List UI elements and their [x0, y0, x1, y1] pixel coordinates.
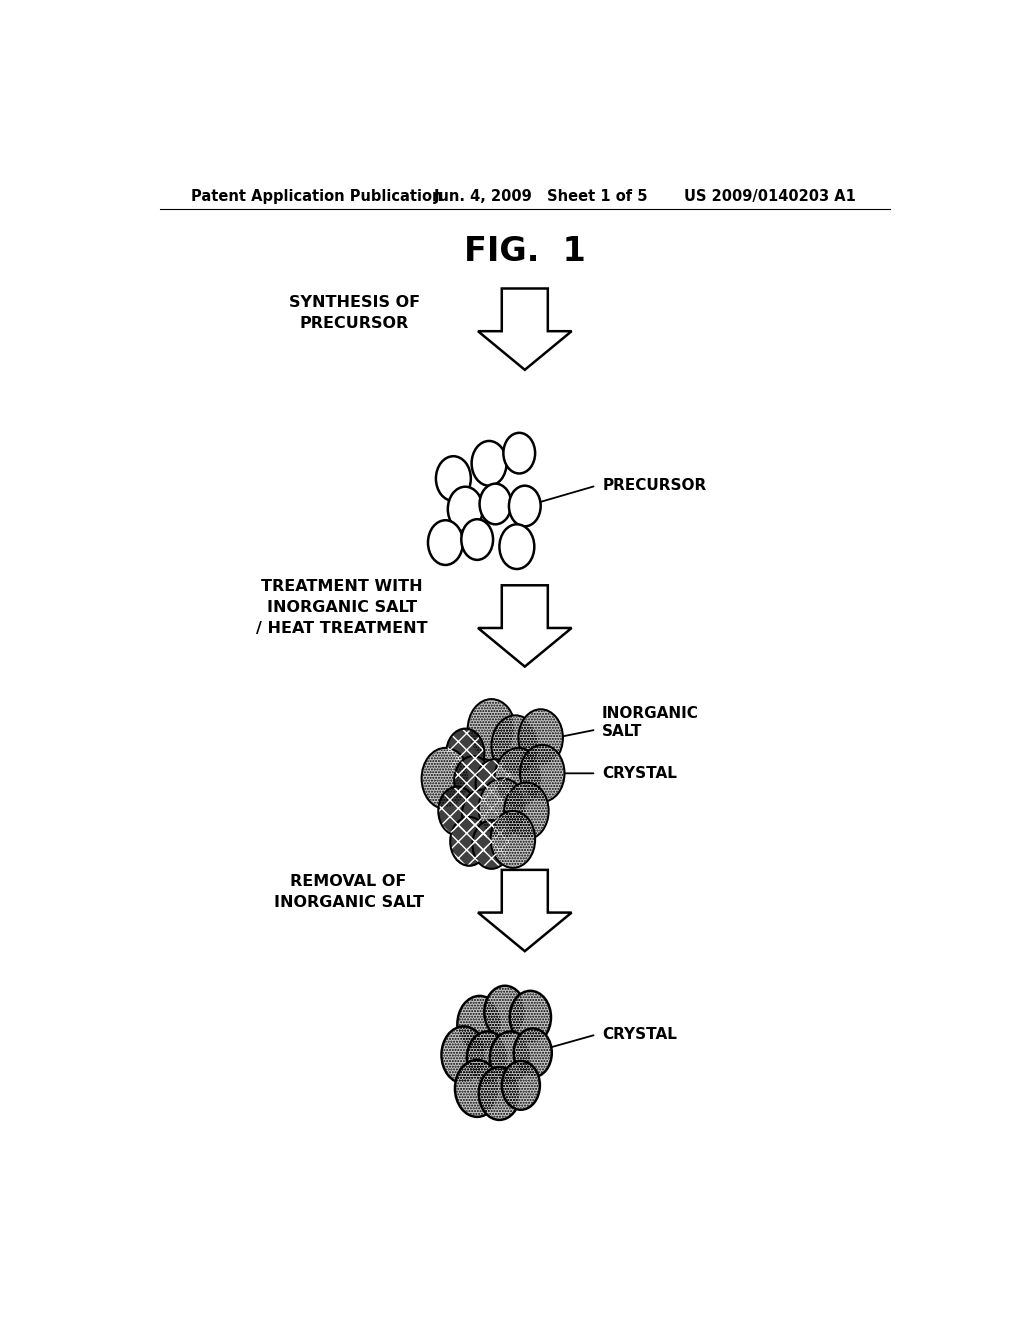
Text: Jun. 4, 2009   Sheet 1 of 5: Jun. 4, 2009 Sheet 1 of 5 [433, 189, 648, 203]
Circle shape [492, 715, 539, 776]
Circle shape [455, 756, 493, 805]
Circle shape [489, 1031, 531, 1084]
Text: FIG.  1: FIG. 1 [464, 235, 586, 268]
Circle shape [500, 524, 535, 569]
Circle shape [479, 483, 511, 524]
Text: REMOVAL OF
INORGANIC SALT: REMOVAL OF INORGANIC SALT [273, 874, 424, 911]
Circle shape [468, 700, 515, 760]
Circle shape [461, 519, 494, 560]
Text: TREATMENT WITH
INORGANIC SALT
/ HEAT TREATMENT: TREATMENT WITH INORGANIC SALT / HEAT TRE… [256, 579, 428, 636]
Polygon shape [478, 585, 571, 667]
Circle shape [514, 1028, 552, 1077]
Circle shape [462, 789, 500, 838]
Circle shape [472, 820, 511, 869]
Circle shape [467, 1031, 508, 1084]
Circle shape [455, 1060, 500, 1117]
Text: PRECURSOR: PRECURSOR [602, 478, 707, 494]
Text: Patent Application Publication: Patent Application Publication [191, 189, 443, 203]
Circle shape [518, 709, 563, 766]
Circle shape [447, 487, 482, 532]
Circle shape [495, 748, 543, 809]
Text: US 2009/0140203 A1: US 2009/0140203 A1 [684, 189, 855, 203]
Circle shape [509, 486, 541, 527]
Circle shape [458, 995, 502, 1053]
Circle shape [441, 1027, 486, 1084]
Circle shape [446, 729, 484, 777]
Circle shape [422, 748, 469, 809]
Text: INORGANIC
SALT: INORGANIC SALT [602, 706, 698, 739]
Circle shape [451, 817, 488, 866]
Circle shape [510, 991, 551, 1044]
Circle shape [428, 520, 463, 565]
Circle shape [479, 1067, 520, 1119]
Polygon shape [478, 289, 571, 370]
Circle shape [438, 787, 476, 836]
Circle shape [504, 433, 536, 474]
Text: CRYSTAL: CRYSTAL [602, 766, 677, 781]
Circle shape [504, 783, 549, 840]
Circle shape [490, 810, 536, 867]
Circle shape [484, 986, 525, 1039]
Circle shape [475, 759, 514, 808]
Polygon shape [478, 870, 571, 952]
Text: SYNTHESIS OF
PRECURSOR: SYNTHESIS OF PRECURSOR [289, 294, 420, 331]
Circle shape [436, 457, 471, 500]
Circle shape [520, 744, 564, 801]
Text: CRYSTAL: CRYSTAL [602, 1027, 677, 1041]
Circle shape [479, 779, 526, 840]
Circle shape [502, 1061, 540, 1110]
Circle shape [472, 441, 507, 486]
